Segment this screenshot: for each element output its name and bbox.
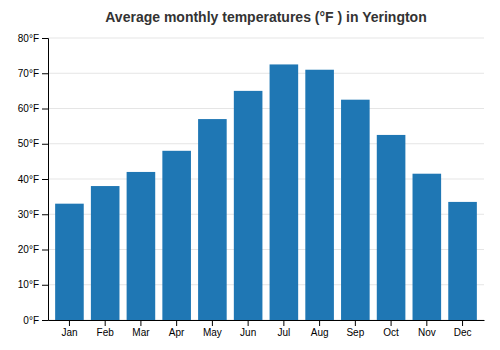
chart-svg: 0°F 10°F 20°F 30°F 40°F 50°F 60°F 70°F 80°F Jan Fe… (0, 0, 500, 350)
x-tick: Dec (454, 320, 472, 338)
title: Average monthly temperatures (°F ) in Ye… (105, 9, 426, 25)
x-tick-mark (319, 320, 320, 326)
x-tick-mark (283, 320, 284, 326)
y-tick-label: 50°F (18, 138, 39, 149)
y-tick-mark (42, 214, 48, 215)
bar (162, 151, 191, 320)
y-tick-mark (42, 109, 48, 110)
x-tick: Nov (418, 320, 436, 338)
y-tick-mark (42, 73, 48, 74)
grid (48, 38, 484, 320)
grid-line (48, 38, 484, 39)
bar (305, 70, 334, 320)
y-tick-label: 60°F (18, 103, 39, 114)
x-tick-mark (391, 320, 392, 326)
y-tick-mark (42, 250, 48, 251)
grid-line (48, 143, 484, 144)
x-tick-mark (69, 320, 70, 326)
x-tick: Apr (169, 320, 185, 338)
grid-line (48, 108, 484, 109)
grid-line (48, 73, 484, 74)
y-tick: 30°F (18, 209, 48, 220)
bar (55, 204, 84, 320)
y-tick-label: 80°F (18, 33, 39, 44)
x-tick: May (203, 320, 222, 338)
x-tick: Jul (277, 320, 290, 338)
x-tick-label: Mar (132, 327, 150, 338)
y-axis-line (42, 39, 49, 321)
x-tick-label: Jul (277, 327, 290, 338)
bar (377, 135, 406, 320)
x-tick-mark (248, 320, 249, 326)
bars (55, 64, 477, 320)
bar (234, 91, 263, 320)
x-tick-mark (426, 320, 427, 326)
x-tick-label: Sep (346, 327, 364, 338)
y-tick-label: 70°F (18, 68, 39, 79)
x-tick-mark (462, 320, 463, 326)
bar (127, 172, 156, 320)
y-tick-mark (42, 179, 48, 180)
x-tick-label: Dec (454, 327, 472, 338)
bar (448, 202, 477, 320)
y-tick-mark (42, 285, 48, 286)
y-axis: 0°F 10°F 20°F 30°F 40°F 50°F 60°F 70°F 80°F (18, 33, 49, 326)
x-tick: Sep (346, 320, 364, 338)
bar (341, 100, 370, 320)
bar (198, 119, 227, 320)
x-tick: Aug (311, 320, 329, 338)
x-tick-label: Feb (97, 327, 115, 338)
y-tick-label: 30°F (18, 209, 39, 220)
chart-container: 0°F 10°F 20°F 30°F 40°F 50°F 60°F 70°F 80°F Jan Fe… (0, 0, 500, 350)
y-tick: 0°F (23, 315, 48, 326)
x-tick: Feb (97, 320, 115, 338)
x-axis-line (49, 320, 485, 321)
y-tick-label: 20°F (18, 244, 39, 255)
y-tick: 50°F (18, 138, 48, 149)
x-tick: Jun (240, 320, 256, 338)
x-tick-mark (105, 320, 106, 326)
y-tick: 20°F (18, 244, 48, 255)
y-tick: 60°F (18, 103, 48, 114)
y-tick-mark (42, 144, 48, 145)
y-tick: 70°F (18, 68, 48, 79)
y-tick: 10°F (18, 279, 48, 290)
x-tick-label: Nov (418, 327, 436, 338)
x-tick-label: Jan (61, 327, 77, 338)
y-tick-label: 10°F (18, 279, 39, 290)
x-tick: Oct (383, 320, 399, 338)
y-tick-label: 40°F (18, 174, 39, 185)
bar (270, 64, 299, 320)
x-tick-mark (355, 320, 356, 326)
y-tick: 40°F (18, 174, 48, 185)
x-axis: Jan Feb Mar Apr May Jun Jul Aug Sep Oct Nov Dec (49, 320, 485, 338)
y-tick-label: 0°F (23, 315, 39, 326)
x-tick-mark (212, 320, 213, 326)
x-tick-mark (176, 320, 177, 326)
x-tick-label: May (203, 327, 222, 338)
x-tick-label: Apr (169, 327, 185, 338)
x-tick: Jan (61, 320, 77, 338)
x-tick-label: Oct (383, 327, 399, 338)
y-tick-mark (42, 320, 48, 321)
bar (413, 174, 442, 320)
y-tick-mark (42, 38, 48, 39)
y-tick: 80°F (18, 33, 48, 44)
x-tick: Mar (132, 320, 150, 338)
x-tick-label: Jun (240, 327, 256, 338)
x-tick-label: Aug (311, 327, 329, 338)
x-tick-mark (140, 320, 141, 326)
bar (91, 186, 120, 320)
